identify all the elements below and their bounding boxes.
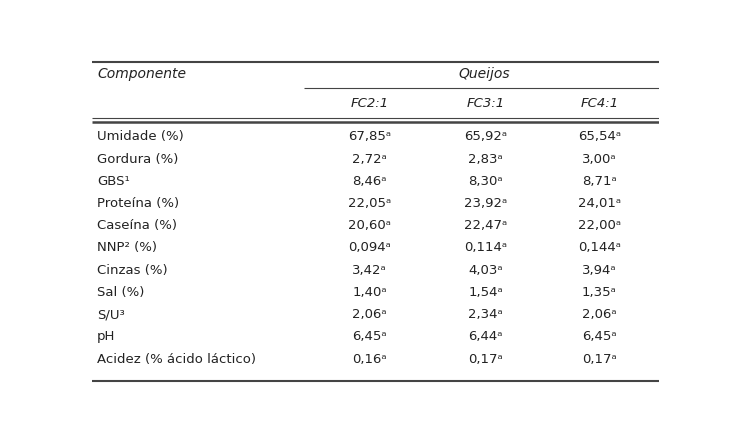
Text: 3,42ᵃ: 3,42ᵃ: [352, 264, 386, 277]
Text: S/U³: S/U³: [97, 308, 125, 321]
Text: Caseína (%): Caseína (%): [97, 219, 177, 232]
Text: FC2:1: FC2:1: [351, 97, 389, 110]
Text: NNP² (%): NNP² (%): [97, 242, 157, 255]
Text: 0,114ᵃ: 0,114ᵃ: [464, 242, 507, 255]
Text: Componente: Componente: [97, 67, 186, 81]
Text: 8,71ᵃ: 8,71ᵃ: [582, 175, 616, 188]
Text: GBS¹: GBS¹: [97, 175, 130, 188]
Text: 22,00ᵃ: 22,00ᵃ: [578, 219, 621, 232]
Text: 2,06ᵃ: 2,06ᵃ: [582, 308, 616, 321]
Text: Proteína (%): Proteína (%): [97, 197, 179, 210]
Text: 6,45ᵃ: 6,45ᵃ: [582, 330, 616, 343]
Text: 1,54ᵃ: 1,54ᵃ: [468, 286, 503, 299]
Text: Cinzas (%): Cinzas (%): [97, 264, 168, 277]
Text: 0,094ᵃ: 0,094ᵃ: [348, 242, 391, 255]
Text: 2,06ᵃ: 2,06ᵃ: [352, 308, 386, 321]
Text: Sal (%): Sal (%): [97, 286, 144, 299]
Text: 23,92ᵃ: 23,92ᵃ: [464, 197, 507, 210]
Text: 0,16ᵃ: 0,16ᵃ: [352, 353, 386, 365]
Text: 4,03ᵃ: 4,03ᵃ: [468, 264, 503, 277]
Text: 20,60ᵃ: 20,60ᵃ: [348, 219, 391, 232]
Text: 6,45ᵃ: 6,45ᵃ: [352, 330, 386, 343]
Text: 22,47ᵃ: 22,47ᵃ: [464, 219, 507, 232]
Text: 3,00ᵃ: 3,00ᵃ: [582, 153, 616, 166]
Text: 6,44ᵃ: 6,44ᵃ: [468, 330, 503, 343]
Text: Acidez (% ácido láctico): Acidez (% ácido láctico): [97, 353, 256, 365]
Text: pH: pH: [97, 330, 116, 343]
Text: 0,17ᵃ: 0,17ᵃ: [468, 353, 503, 365]
Text: 65,92ᵃ: 65,92ᵃ: [464, 130, 507, 143]
Text: 8,30ᵃ: 8,30ᵃ: [468, 175, 503, 188]
Text: 2,83ᵃ: 2,83ᵃ: [468, 153, 503, 166]
Text: 3,94ᵃ: 3,94ᵃ: [582, 264, 616, 277]
Text: 1,40ᵃ: 1,40ᵃ: [352, 286, 386, 299]
Text: Queijos: Queijos: [458, 67, 510, 81]
Text: 65,54ᵃ: 65,54ᵃ: [578, 130, 621, 143]
Text: 24,01ᵃ: 24,01ᵃ: [578, 197, 621, 210]
Text: 67,85ᵃ: 67,85ᵃ: [348, 130, 391, 143]
Text: 2,72ᵃ: 2,72ᵃ: [352, 153, 387, 166]
Text: 8,46ᵃ: 8,46ᵃ: [352, 175, 386, 188]
Text: 0,17ᵃ: 0,17ᵃ: [582, 353, 616, 365]
Text: 0,144ᵃ: 0,144ᵃ: [578, 242, 621, 255]
Text: Gordura (%): Gordura (%): [97, 153, 179, 166]
Text: Umidade (%): Umidade (%): [97, 130, 184, 143]
Text: FC4:1: FC4:1: [580, 97, 619, 110]
Text: FC3:1: FC3:1: [467, 97, 505, 110]
Text: 2,34ᵃ: 2,34ᵃ: [468, 308, 503, 321]
Text: 1,35ᵃ: 1,35ᵃ: [582, 286, 616, 299]
Text: 22,05ᵃ: 22,05ᵃ: [348, 197, 391, 210]
